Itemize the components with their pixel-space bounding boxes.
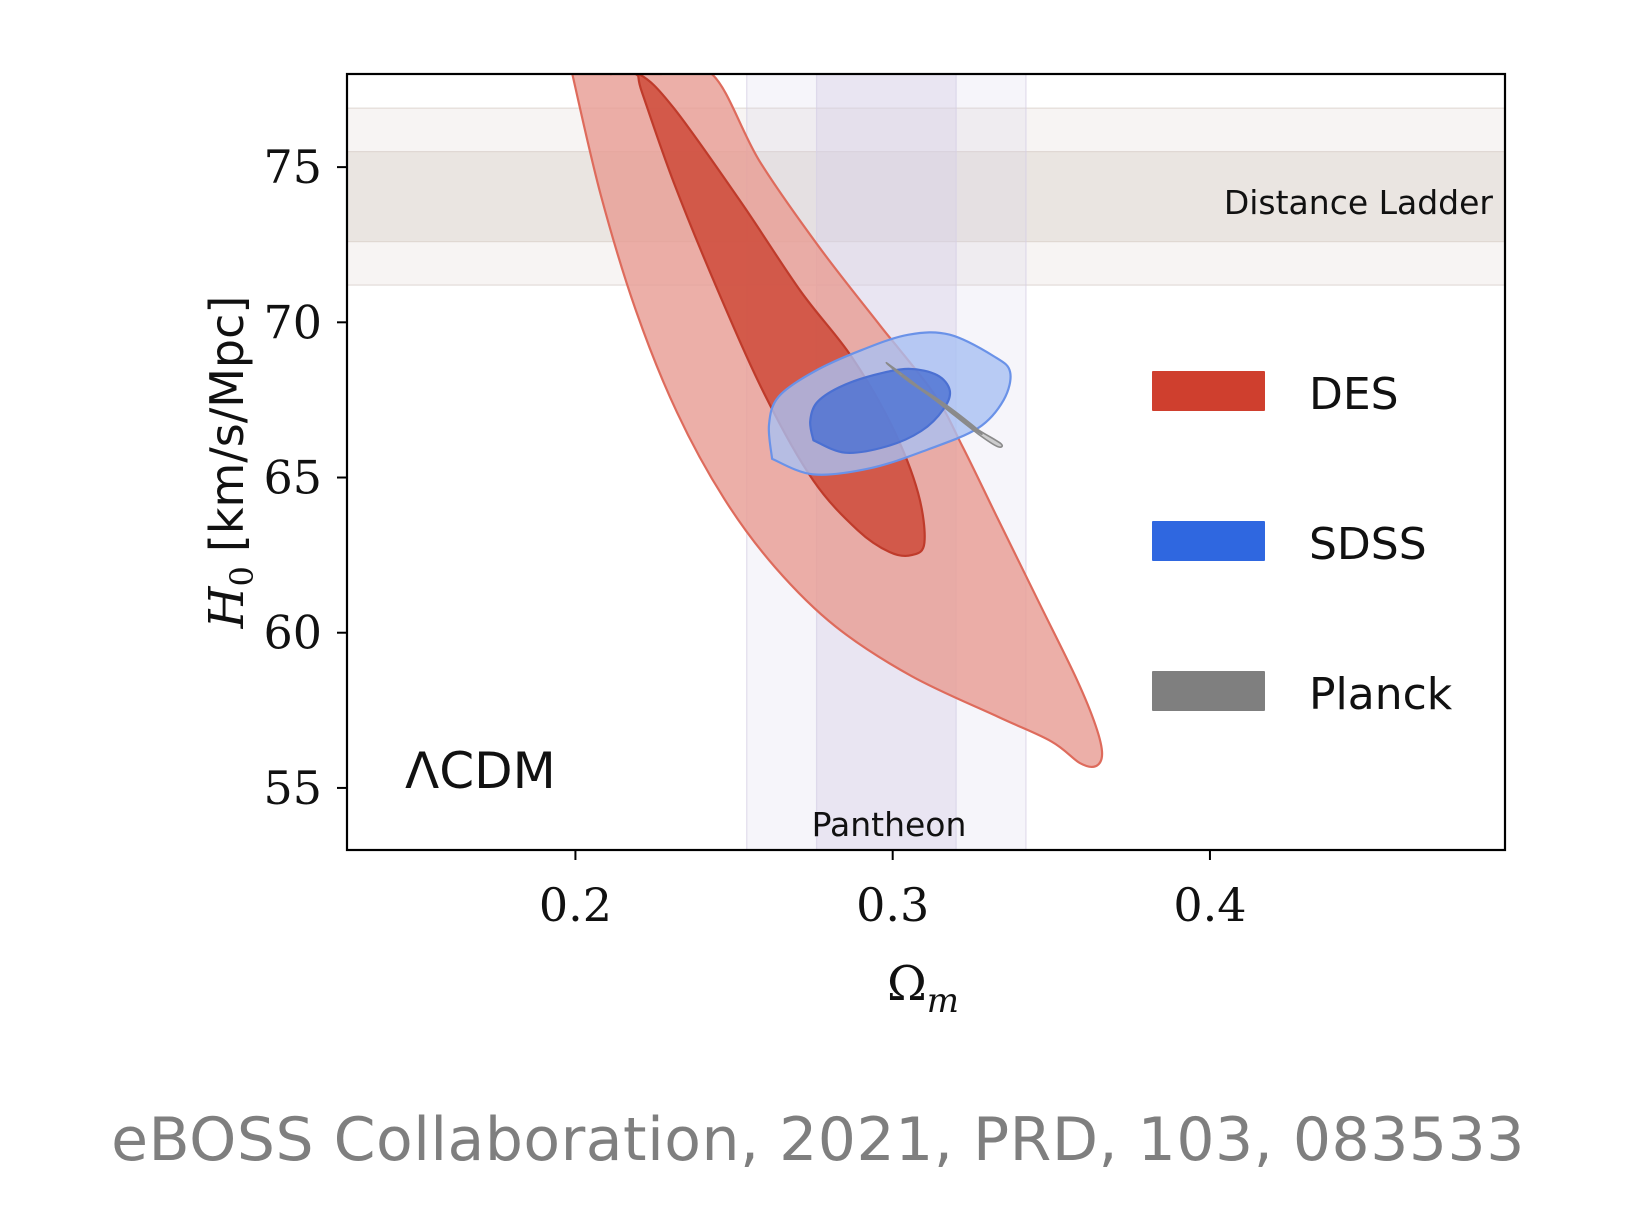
pantheon-label: Pantheon: [812, 805, 967, 844]
plot-frame: [345, 72, 1507, 852]
legend-swatch-sdss: [1152, 521, 1265, 561]
distance-ladder-band-inner: [347, 151, 1505, 243]
legend-swatch-des: [1152, 371, 1265, 411]
y-axis-title: H0 [km/s/Mpc]: [199, 296, 261, 630]
x-tick-label: 0.4: [1173, 878, 1246, 932]
x-axis-symbol: Ω: [887, 956, 927, 1012]
y-tick-label: 60: [263, 606, 322, 660]
x-axis-subscript: m: [927, 981, 959, 1021]
x-tick-label: 0.2: [539, 878, 612, 932]
x-axis-title: Ωm: [887, 956, 959, 1021]
sdss-contour-1-sigma: [809, 367, 952, 454]
y-tick-label: 65: [263, 451, 322, 505]
planck-contour-1-sigma: [901, 374, 983, 435]
y-tick-label: 70: [263, 295, 322, 349]
model-label: ΛCDM: [405, 742, 556, 800]
axis-ticks: 0.2 0.3 0.4 55 60 65 70 75: [263, 140, 1246, 932]
legend-label-sdss: SDSS: [1309, 519, 1427, 570]
legend: DES SDSS Planck: [1152, 369, 1453, 720]
x-tick-label: 0.3: [856, 878, 929, 932]
y-axis-units: [km/s/Mpc]: [200, 296, 254, 552]
confidence-contours: [571, 74, 1104, 769]
y-tick-label: 75: [263, 140, 322, 194]
legend-label-planck: Planck: [1309, 669, 1453, 720]
y-axis-subscript: 0: [223, 566, 261, 586]
distance-ladder-label: Distance Ladder: [1224, 183, 1494, 222]
y-axis-symbol: H: [199, 585, 255, 629]
svg-text:H0[km/s/Mpc]: H0 [km/s/Mpc]: [199, 296, 261, 630]
y-tick-label: 55: [263, 761, 322, 815]
legend-swatch-planck: [1152, 671, 1265, 711]
distance-ladder-band-outer: [347, 107, 1505, 286]
legend-label-des: DES: [1309, 369, 1399, 420]
citation: eBOSS Collaboration, 2021, PRD, 103, 083…: [111, 1105, 1525, 1175]
